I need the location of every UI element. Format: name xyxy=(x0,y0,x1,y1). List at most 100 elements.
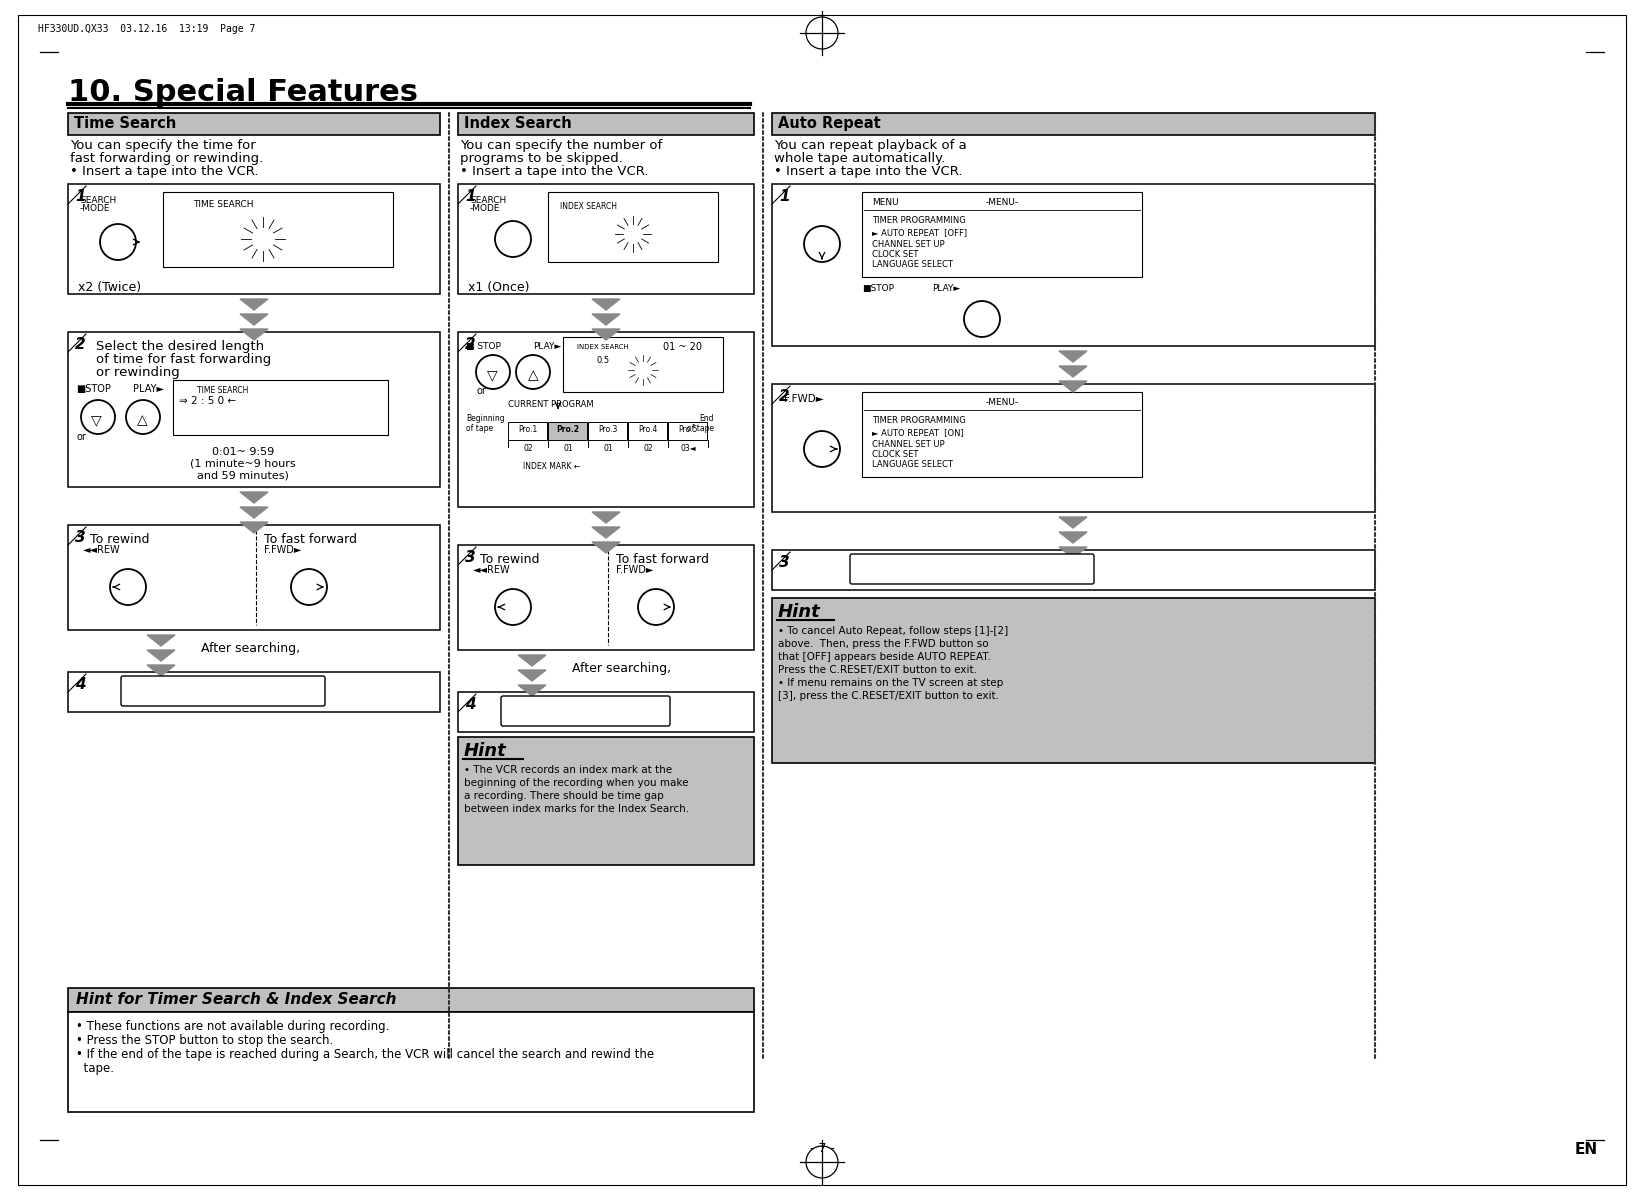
Text: 02: 02 xyxy=(523,444,533,452)
Bar xyxy=(67,113,441,134)
Text: CLOCK SET: CLOCK SET xyxy=(871,250,919,259)
Text: 01 ~ 20: 01 ~ 20 xyxy=(663,342,702,352)
Text: • The VCR records an index mark at the: • The VCR records an index mark at the xyxy=(464,766,672,775)
Text: -MENU-: -MENU- xyxy=(985,198,1019,206)
Text: Time Search: Time Search xyxy=(74,116,176,131)
Polygon shape xyxy=(1059,517,1087,528)
Text: SEARCH: SEARCH xyxy=(81,196,117,205)
Text: • These functions are not available during recording.: • These functions are not available duri… xyxy=(76,1020,390,1033)
Bar xyxy=(773,550,1374,590)
Text: Pro.3: Pro.3 xyxy=(598,425,618,434)
Text: 02: 02 xyxy=(643,444,653,452)
Text: Hint for Timer Search & Index Search: Hint for Timer Search & Index Search xyxy=(76,992,396,1007)
Text: x1 (Once): x1 (Once) xyxy=(469,281,529,294)
Bar xyxy=(459,113,755,134)
Text: PLAY►: PLAY► xyxy=(538,704,580,716)
Text: beginning of the recording when you make: beginning of the recording when you make xyxy=(464,778,689,788)
Polygon shape xyxy=(592,512,620,523)
Polygon shape xyxy=(518,670,546,680)
Text: a recording. There should be time gap: a recording. There should be time gap xyxy=(464,791,664,802)
Text: LANGUAGE SELECT: LANGUAGE SELECT xyxy=(871,460,954,469)
Text: • To cancel Auto Repeat, follow steps [1]-[2]: • To cancel Auto Repeat, follow steps [1… xyxy=(778,626,1008,636)
Text: CLOCK SET: CLOCK SET xyxy=(871,450,919,458)
Text: TIMER PROGRAMMING: TIMER PROGRAMMING xyxy=(871,216,965,226)
Text: PLAY►: PLAY► xyxy=(932,284,960,293)
Bar xyxy=(67,332,441,487)
Polygon shape xyxy=(240,299,268,310)
Text: LANGUAGE SELECT: LANGUAGE SELECT xyxy=(871,260,954,269)
Text: CHANNEL SET UP: CHANNEL SET UP xyxy=(871,240,945,248)
Text: You can repeat playback of a: You can repeat playback of a xyxy=(774,139,967,152)
Text: PLAY►: PLAY► xyxy=(163,684,204,697)
Text: 1: 1 xyxy=(779,188,789,204)
Text: programs to be skipped.: programs to be skipped. xyxy=(460,152,623,164)
Bar xyxy=(459,332,755,506)
Bar xyxy=(163,192,393,266)
Bar xyxy=(173,380,388,434)
Polygon shape xyxy=(518,685,546,696)
Text: or rewinding: or rewinding xyxy=(95,366,179,379)
Text: 03◄: 03◄ xyxy=(681,444,695,452)
Bar xyxy=(589,422,626,440)
Bar xyxy=(861,192,1143,277)
Text: and 59 minutes): and 59 minutes) xyxy=(197,470,289,481)
Text: TIMER PROGRAMMING: TIMER PROGRAMMING xyxy=(871,416,965,425)
Text: INDEX MARK ←: INDEX MARK ← xyxy=(523,462,580,470)
Text: To rewind: To rewind xyxy=(90,533,150,546)
Bar xyxy=(67,1012,755,1112)
Text: CURRENT PROGRAM: CURRENT PROGRAM xyxy=(508,400,593,409)
Text: Pro.1: Pro.1 xyxy=(518,425,538,434)
Polygon shape xyxy=(240,506,268,518)
Text: 2: 2 xyxy=(76,337,85,352)
Text: ■ STOP: ■ STOP xyxy=(465,342,501,350)
Polygon shape xyxy=(1059,366,1087,377)
Text: △: △ xyxy=(528,368,539,382)
Text: AUTO REPEAT ►: AUTO REPEAT ► xyxy=(884,562,990,575)
Text: ◄◄REW: ◄◄REW xyxy=(473,565,511,575)
Text: ► AUTO REPEAT  [OFF]: ► AUTO REPEAT [OFF] xyxy=(871,228,967,236)
Polygon shape xyxy=(518,655,546,666)
Text: ■STOP: ■STOP xyxy=(76,384,110,394)
Polygon shape xyxy=(240,314,268,325)
Text: • If menu remains on the TV screen at step: • If menu remains on the TV screen at st… xyxy=(778,678,1003,688)
Text: You can specify the time for: You can specify the time for xyxy=(71,139,256,152)
Text: MENU: MENU xyxy=(871,198,899,206)
Text: 4: 4 xyxy=(76,677,85,692)
Text: 01: 01 xyxy=(603,444,613,452)
Polygon shape xyxy=(1059,382,1087,392)
Text: TIME SEARCH: TIME SEARCH xyxy=(197,386,248,395)
Text: △: △ xyxy=(136,413,148,427)
Text: After searching,: After searching, xyxy=(572,662,671,674)
Bar xyxy=(628,422,667,440)
Bar xyxy=(67,988,755,1012)
Text: Select the desired length: Select the desired length xyxy=(95,340,265,353)
Bar xyxy=(459,737,755,865)
Text: Auto Repeat: Auto Repeat xyxy=(778,116,881,131)
Text: x2 (Twice): x2 (Twice) xyxy=(77,281,141,294)
Text: ■STOP: ■STOP xyxy=(861,284,894,293)
Text: To fast forward: To fast forward xyxy=(616,553,709,566)
Text: 1: 1 xyxy=(465,188,475,204)
Text: To rewind: To rewind xyxy=(480,553,539,566)
Text: that [OFF] appears beside AUTO REPEAT.: that [OFF] appears beside AUTO REPEAT. xyxy=(778,652,991,662)
Polygon shape xyxy=(592,542,620,553)
Text: F.FWD►: F.FWD► xyxy=(616,565,653,575)
Text: [3], press the C.RESET/EXIT button to exit.: [3], press the C.RESET/EXIT button to ex… xyxy=(778,691,1000,701)
Text: 2: 2 xyxy=(465,337,475,352)
Text: Hint: Hint xyxy=(778,602,820,622)
Text: INDEX SEARCH: INDEX SEARCH xyxy=(559,202,616,211)
Text: SEARCH: SEARCH xyxy=(470,196,506,205)
Bar xyxy=(547,422,587,440)
Text: (1 minute~9 hours: (1 minute~9 hours xyxy=(191,458,296,469)
Text: HF330UD.QX33  03.12.16  13:19  Page 7: HF330UD.QX33 03.12.16 13:19 Page 7 xyxy=(38,24,255,34)
Polygon shape xyxy=(1059,350,1087,362)
FancyBboxPatch shape xyxy=(122,676,326,706)
Text: or: or xyxy=(477,386,487,396)
Polygon shape xyxy=(240,329,268,340)
Bar xyxy=(67,526,441,630)
Text: Pro.5: Pro.5 xyxy=(679,425,697,434)
Bar xyxy=(861,392,1143,476)
Text: - 7 -: - 7 - xyxy=(809,1142,835,1154)
Text: Press the C.RESET/EXIT button to exit.: Press the C.RESET/EXIT button to exit. xyxy=(778,665,977,674)
Polygon shape xyxy=(592,314,620,325)
